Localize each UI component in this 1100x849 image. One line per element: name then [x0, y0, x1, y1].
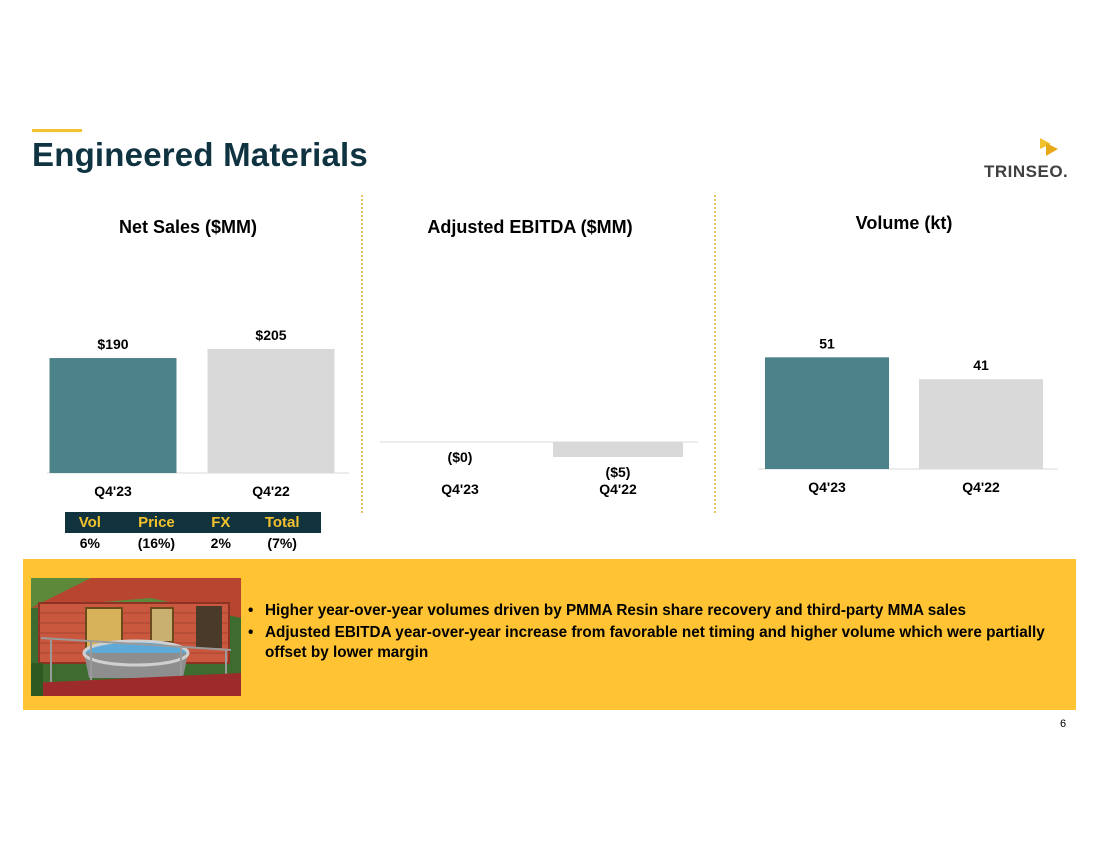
logo-text: TRINSEO.	[984, 162, 1069, 181]
net-sales-bridge-table: Vol Price FX Total 6% (16%) 2% (7%)	[65, 512, 321, 553]
company-logo: TRINSEO.	[984, 136, 1076, 182]
bridge-header-fx: FX	[198, 512, 244, 533]
page-number: 6	[1060, 718, 1067, 730]
net-sales-chart-title: Net Sales ($MM)	[118, 217, 258, 237]
data-label-1: $205	[255, 327, 286, 343]
data-label-0: $190	[97, 336, 128, 352]
highlights-list: Higher year-over-year volumes driven by …	[245, 601, 1075, 665]
bridge-header-row: Vol Price FX Total	[65, 512, 321, 533]
bridge-value-fx: 2%	[210, 535, 231, 551]
bar-0	[49, 358, 177, 473]
highlight-item: Higher year-over-year volumes driven by …	[245, 601, 1075, 621]
ebitda-chart-title: Adjusted EBITDA ($MM)	[427, 217, 633, 237]
data-label-1: 41	[973, 357, 989, 373]
bridge-header-vol: Vol	[65, 512, 115, 533]
bar-1	[919, 379, 1043, 469]
bridge-value-price: (16%)	[137, 535, 176, 551]
category-label-0: Q4'23	[441, 481, 479, 497]
bridge-value-row: 6% (16%) 2% (7%)	[65, 533, 321, 553]
bridge-value-vol: 6%	[79, 535, 100, 551]
highlight-item: Adjusted EBITDA year-over-year increase …	[245, 623, 1075, 663]
volume-chart-title: Volume (kt)	[855, 213, 953, 233]
bridge-header-total: Total	[243, 512, 321, 533]
volume-chart: 51 Q4'23 41 Q4'22	[758, 335, 1058, 495]
hot-tub-cabin-photo	[31, 578, 241, 696]
data-label-1: ($5)	[606, 464, 631, 480]
net-sales-chart: $190 Q4'23 $205 Q4'22	[47, 327, 349, 499]
category-label-1: Q4'22	[962, 479, 1000, 495]
category-label-0: Q4'23	[808, 479, 846, 495]
bar-1	[553, 442, 683, 457]
page-title: Engineered Materials	[32, 136, 368, 173]
bridge-value-total: (7%)	[267, 535, 297, 551]
title-accent-line	[32, 129, 82, 132]
category-label-0: Q4'23	[94, 483, 132, 499]
bridge-header-price: Price	[114, 512, 199, 533]
category-label-1: Q4'22	[599, 481, 637, 497]
panel-divider	[361, 195, 363, 513]
highlights-banner: Higher year-over-year volumes driven by …	[23, 559, 1076, 710]
category-label-1: Q4'22	[252, 483, 290, 499]
bar-1	[207, 348, 335, 473]
bar-0	[765, 357, 889, 469]
data-label-0: ($0)	[448, 449, 473, 465]
panel-divider	[714, 195, 716, 513]
logo-arrow-icon	[1040, 138, 1058, 156]
data-label-0: 51	[819, 335, 835, 351]
ebitda-chart: ($0) Q4'23 ($5)Q4'22	[380, 441, 698, 497]
